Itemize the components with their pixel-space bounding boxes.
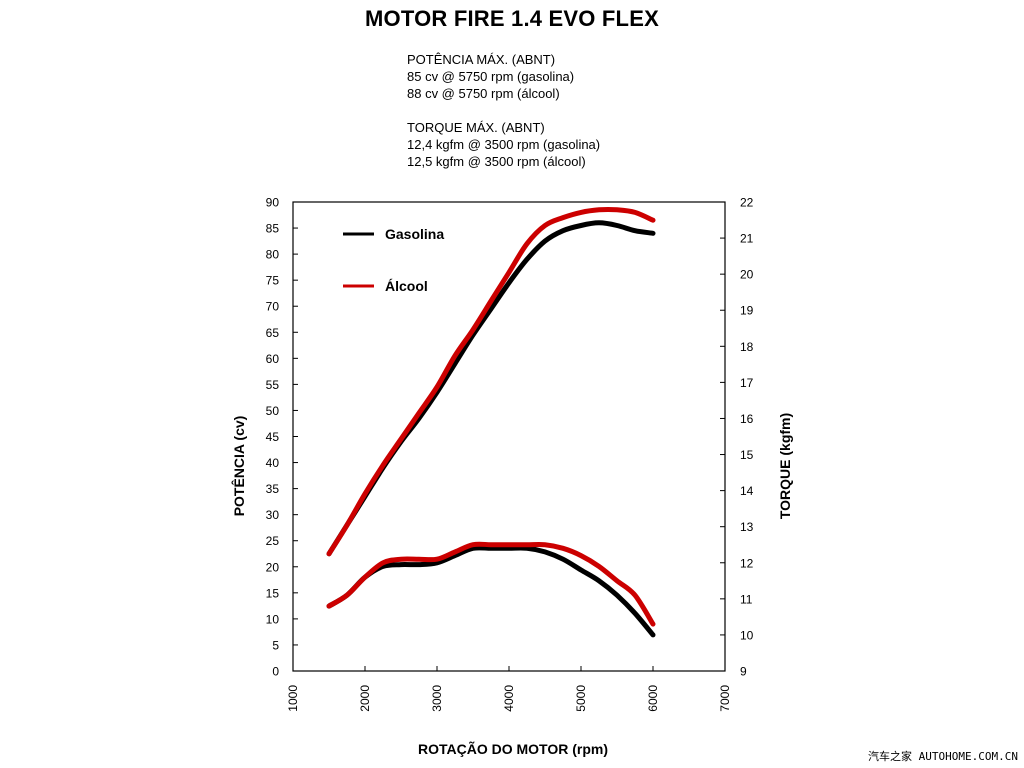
y-right-tick-label: 11: [740, 592, 753, 606]
y-axis-right-label: TORQUE (kgfm): [777, 413, 793, 519]
x-tick-label: 5000: [574, 685, 588, 712]
y-left-tick-label: 35: [266, 482, 280, 496]
y-right-tick-label: 18: [740, 340, 754, 354]
legend-label-gasolina: Gasolina: [385, 226, 444, 242]
y-right-tick-label: 15: [740, 448, 754, 462]
y-left-tick-label: 50: [266, 404, 280, 418]
y-right-tick-label: 20: [740, 268, 754, 282]
power-gasolina: 85 cv @ 5750 rpm (gasolina): [407, 69, 575, 84]
torque-alcool: 12,5 kgfm @ 3500 rpm (álcool): [407, 154, 586, 169]
series-line-power-gasolina: [326, 220, 656, 557]
y-right-tick-label: 17: [740, 376, 754, 390]
y-right-tick-label: 16: [740, 412, 754, 426]
legend-label-alcool: Álcool: [385, 278, 428, 294]
y-axis-left-label: POTÊNCIA (cv): [230, 416, 247, 517]
y-left-tick-label: 80: [266, 248, 280, 262]
x-tick-label: 3000: [430, 685, 444, 712]
power-alcool: 88 cv @ 5750 rpm (álcool): [407, 86, 560, 101]
torque-gasolina: 12,4 kgfm @ 3500 rpm (gasolina): [407, 137, 601, 152]
y-left-tick-label: 70: [266, 300, 280, 314]
y-left-tick-label: 25: [266, 534, 280, 548]
series-line-power-alcool: [326, 207, 656, 557]
y-left-tick-label: 30: [266, 508, 280, 522]
torque-specs: TORQUE MÁX. (ABNT) 12,4 kgfm @ 3500 rpm …: [407, 119, 600, 170]
power-specs: POTÊNCIA MÁX. (ABNT) 85 cv @ 5750 rpm (g…: [407, 51, 574, 102]
y-right-tick-label: 19: [740, 304, 754, 318]
watermark: 汽车之家 AUTOHOME.COM.CN: [868, 750, 1018, 763]
chart-title: MOTOR FIRE 1.4 EVO FLEX: [365, 6, 659, 31]
y-left-tick-label: 55: [266, 378, 280, 392]
y-left-tick-label: 65: [266, 326, 280, 340]
x-tick-label: 2000: [358, 685, 372, 712]
y-right-tick-label: 9: [740, 665, 747, 679]
chart-axes: 0 5 10 15 20 25 30 35 40 45 50 55 60 65 70 75 80 85 90 9 10 1…: [266, 196, 754, 712]
y-right-tick-label: 10: [740, 628, 754, 642]
y-right-tick-label: 14: [740, 484, 754, 498]
y-left-tick-label: 0: [272, 665, 279, 679]
y-right-tick-label: 13: [740, 520, 754, 534]
y-left-tick-label: 90: [266, 196, 280, 210]
y-right-tick-label: 21: [740, 232, 754, 246]
y-left-tick-label: 10: [266, 612, 280, 626]
y-left-tick-label: 5: [272, 638, 279, 652]
legend: Gasolina Álcool: [343, 226, 444, 294]
y-left-tick-label: 85: [266, 222, 280, 236]
x-tick-label: 6000: [646, 685, 660, 712]
series-layer: [326, 207, 656, 638]
torque-heading: TORQUE MÁX. (ABNT): [407, 120, 545, 135]
y-right-tick-label: 12: [740, 556, 754, 570]
y-left-tick-label: 60: [266, 352, 280, 366]
y-left-tick-label: 40: [266, 456, 280, 470]
y-right-tick-label: 22: [740, 196, 754, 210]
x-tick-label: 7000: [718, 685, 732, 712]
x-axis-label: ROTAÇÃO DO MOTOR (rpm): [418, 740, 608, 757]
y-left-tick-label: 45: [266, 430, 280, 444]
y-left-tick-label: 75: [266, 274, 280, 288]
x-tick-label: 1000: [286, 685, 300, 712]
series-line-torque-alcool: [326, 541, 656, 627]
x-tick-label: 4000: [502, 685, 516, 712]
y-left-tick-label: 15: [266, 586, 280, 600]
series-line-torque-gasolina: [326, 545, 656, 638]
power-heading: POTÊNCIA MÁX. (ABNT): [407, 52, 556, 67]
y-left-tick-label: 20: [266, 560, 280, 574]
